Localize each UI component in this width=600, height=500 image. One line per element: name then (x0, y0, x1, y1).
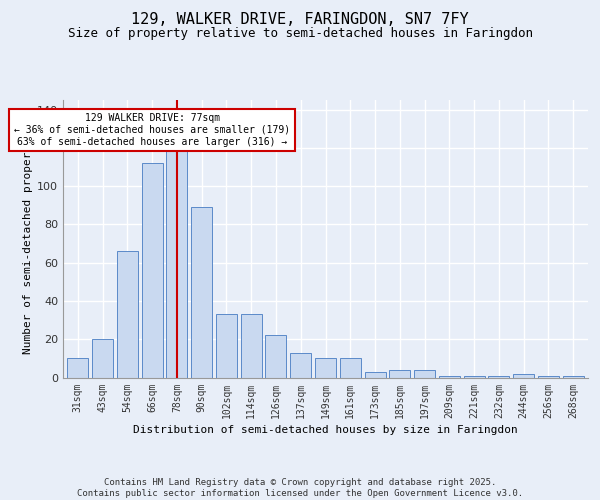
Bar (563, 376, 584, 378)
Bar (414, 370, 435, 378)
Bar (290, 352, 311, 378)
Bar (191, 207, 212, 378)
Bar (488, 376, 509, 378)
Bar (166, 138, 187, 378)
Bar (265, 336, 286, 378)
Bar (92, 339, 113, 378)
Bar (464, 376, 485, 378)
Bar (117, 251, 138, 378)
Bar (315, 358, 336, 378)
X-axis label: Distribution of semi-detached houses by size in Faringdon: Distribution of semi-detached houses by … (133, 424, 518, 434)
Text: Contains HM Land Registry data © Crown copyright and database right 2025.
Contai: Contains HM Land Registry data © Crown c… (77, 478, 523, 498)
Y-axis label: Number of semi-detached properties: Number of semi-detached properties (23, 124, 33, 354)
Bar (142, 163, 163, 378)
Bar (365, 372, 386, 378)
Bar (389, 370, 410, 378)
Text: Size of property relative to semi-detached houses in Faringdon: Size of property relative to semi-detach… (67, 28, 533, 40)
Bar (241, 314, 262, 378)
Bar (513, 374, 534, 378)
Bar (439, 376, 460, 378)
Bar (538, 376, 559, 378)
Bar (216, 314, 237, 378)
Bar (67, 358, 88, 378)
Text: 129 WALKER DRIVE: 77sqm
← 36% of semi-detached houses are smaller (179)
63% of s: 129 WALKER DRIVE: 77sqm ← 36% of semi-de… (14, 114, 290, 146)
Bar (340, 358, 361, 378)
Text: 129, WALKER DRIVE, FARINGDON, SN7 7FY: 129, WALKER DRIVE, FARINGDON, SN7 7FY (131, 12, 469, 28)
